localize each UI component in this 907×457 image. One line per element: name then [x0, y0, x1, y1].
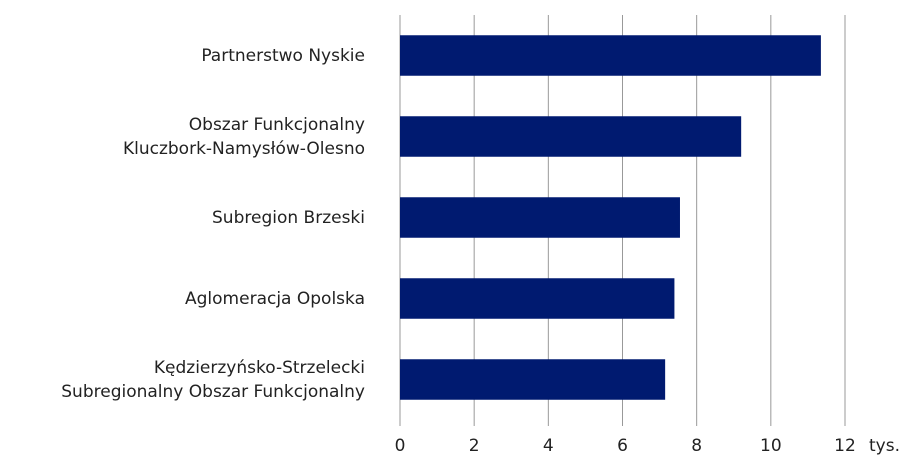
y-tick-label: Aglomeracja Opolska — [185, 288, 365, 309]
x-tick-label: 10 — [760, 436, 782, 456]
y-tick-label: Subregion Brzeski — [212, 207, 365, 228]
bar — [400, 197, 680, 238]
y-tick-label: Kędzierzyńsko-Strzelecki Subregionalny O… — [61, 357, 365, 402]
x-tick-label: 6 — [617, 436, 628, 456]
x-axis-label: tys. — [869, 436, 900, 456]
x-tick-label: 8 — [691, 436, 702, 456]
y-tick-label: Partnerstwo Nyskie — [201, 45, 365, 66]
x-tick-label: 4 — [543, 436, 554, 456]
bar — [400, 278, 675, 319]
bar — [400, 359, 666, 400]
bar — [400, 35, 821, 76]
x-tick-label: 0 — [395, 436, 406, 456]
x-tick-label: 2 — [469, 436, 480, 456]
y-tick-label: Obszar Funkcjonalny Kluczbork-Namysłów-O… — [122, 114, 365, 159]
x-tick-label: 12 — [834, 436, 856, 456]
bar — [400, 116, 742, 157]
